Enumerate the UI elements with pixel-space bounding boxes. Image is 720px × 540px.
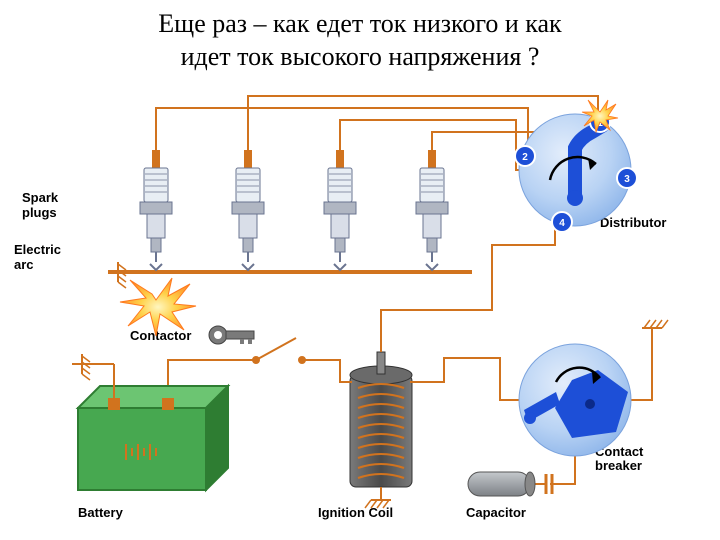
spark-plug-2 — [232, 150, 264, 270]
electric-arc-burst — [120, 278, 196, 336]
svg-text:4: 4 — [559, 218, 565, 229]
spark-plug-1 — [140, 150, 172, 270]
svg-text:3: 3 — [624, 174, 630, 185]
distributor: 1 2 3 4 — [515, 100, 637, 232]
contactor-key-icon — [209, 326, 254, 344]
spark-plug-3 — [324, 150, 356, 270]
contact-breaker — [519, 344, 631, 456]
ignition-coil — [350, 352, 412, 487]
capacitor — [468, 472, 535, 496]
spark-plug-4 — [416, 150, 448, 270]
svg-text:2: 2 — [522, 152, 528, 163]
battery — [78, 386, 228, 490]
ignition-schematic: 1 2 3 4 — [0, 0, 720, 540]
